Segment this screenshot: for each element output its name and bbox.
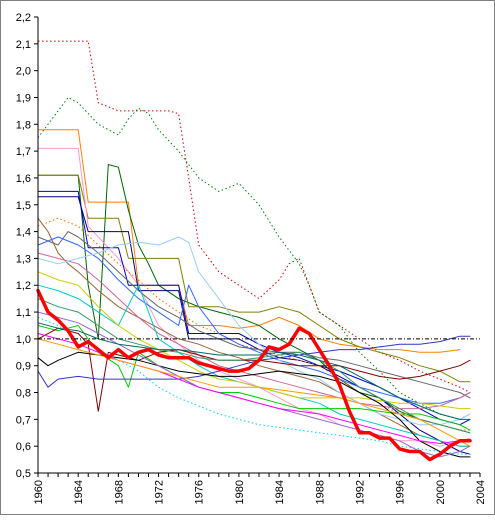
y-tick-label: 2,0 [16, 66, 31, 78]
y-tick-label: 1,3 [16, 253, 31, 265]
series-line-19 [37, 335, 471, 388]
x-tick-label: 1984 [274, 480, 286, 504]
x-tick-label: 1976 [194, 480, 206, 504]
y-tick-label: 1,2 [16, 280, 31, 292]
series-line-7 [37, 190, 471, 426]
y-tick-label: 0,6 [16, 441, 31, 453]
y-tick-label: 0,5 [16, 468, 31, 480]
y-tick-label: 0,8 [16, 388, 31, 400]
series-line-13 [37, 252, 471, 410]
x-tick-label: 1980 [234, 480, 246, 504]
x-tick-label: 1988 [314, 480, 326, 504]
y-tick-label: 1,4 [16, 227, 31, 239]
x-tick-label: 2000 [435, 480, 447, 504]
y-tick-label: 2,2 [16, 12, 31, 24]
y-tick-label: 1,7 [16, 146, 31, 158]
y-tick-label: 1,5 [16, 200, 31, 212]
series-line-14 [37, 236, 471, 426]
series-layer [36, 40, 472, 462]
x-axis-ticks: 1960 1964 1968 1972 1976 1980 1984 1988 1992 1996… [33, 473, 487, 504]
series-line-4 [37, 164, 471, 434]
series-line-1 [38, 40, 471, 393]
x-tick-label: 1996 [395, 480, 407, 504]
x-tick-label: 1972 [154, 480, 166, 504]
y-axis-ticks: 0,5 0,6 0,7 0,8 0,9 1,0 1,1 1,2 1,3 1,4 1,5 1,6 1,7 1… [16, 12, 38, 480]
y-tick-label: 1,8 [16, 119, 31, 131]
y-tick-label: 1,6 [16, 173, 31, 185]
series-line-8 [37, 196, 471, 455]
x-tick-label: 1992 [354, 480, 366, 504]
y-tick-label: 2,1 [16, 39, 31, 51]
series-line-2 [37, 97, 471, 420]
series-line-23 [37, 333, 471, 444]
series-line-9 [37, 217, 471, 447]
x-tick-label: 1964 [73, 480, 85, 504]
y-tick-label: 0,9 [16, 361, 31, 373]
series-line-25 [37, 338, 471, 447]
y-tick-label: 0,7 [16, 414, 31, 426]
y-tick-label: 1,9 [16, 92, 31, 104]
x-tick-label: 2004 [475, 480, 487, 504]
series-line-26 [37, 322, 471, 420]
y-tick-label: 1,1 [16, 307, 31, 319]
series-line-24 [37, 316, 470, 455]
x-tick-label: 1968 [113, 480, 125, 504]
y-tick-label: 1,0 [16, 334, 31, 346]
x-tick-label: 1960 [33, 480, 45, 504]
series-line-0 [36, 288, 472, 462]
